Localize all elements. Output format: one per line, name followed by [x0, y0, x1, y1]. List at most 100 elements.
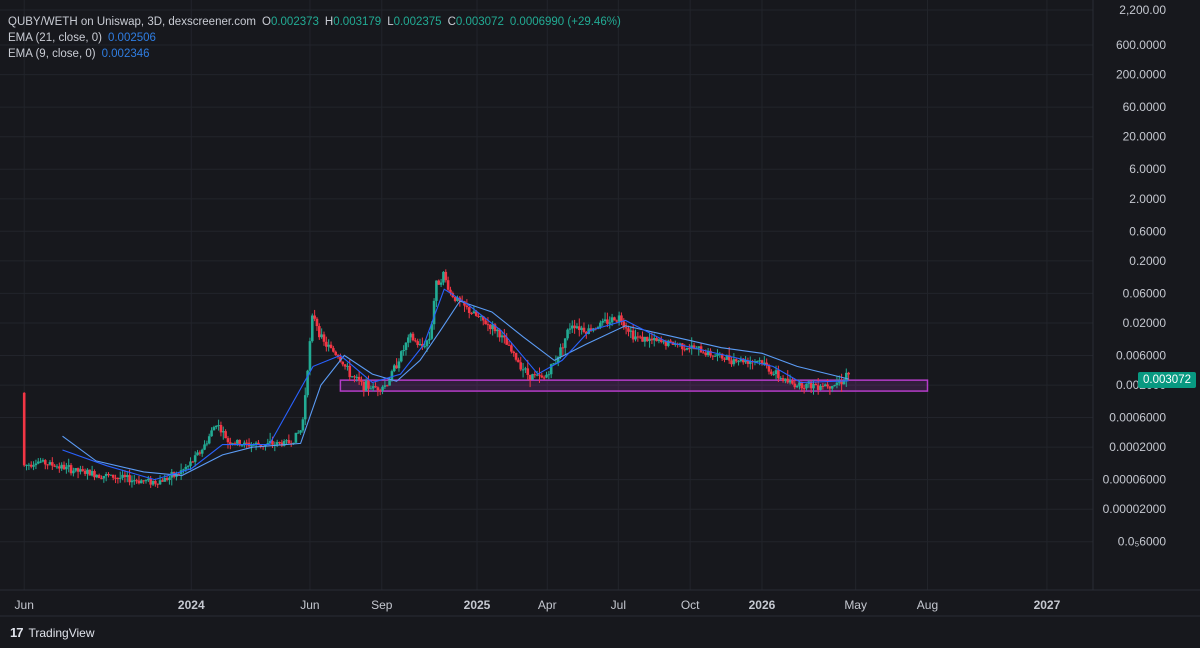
candle-body: [748, 361, 752, 364]
candle-body: [214, 425, 218, 428]
candle-body: [784, 378, 787, 381]
close-value: 0.003072: [455, 16, 504, 28]
candle-body: [606, 319, 609, 324]
candle-body: [221, 431, 225, 433]
candle-body: [610, 317, 614, 323]
candle-body: [608, 322, 612, 324]
close-label: C: [447, 16, 456, 28]
candle-body: [732, 359, 736, 365]
candle-body: [812, 384, 815, 389]
candle-body: [88, 469, 92, 476]
candle-body: [615, 320, 619, 322]
ema9-label[interactable]: EMA (9, close, 0): [8, 48, 96, 60]
change-value: 0.0006990 (+29.46%): [509, 16, 621, 28]
candle-body: [798, 382, 801, 386]
candle-body: [681, 343, 684, 350]
candle-body: [407, 337, 410, 343]
ema21-label[interactable]: EMA (21, close, 0): [8, 32, 102, 44]
candle-body: [390, 371, 394, 381]
candle-body: [772, 374, 775, 376]
candle-body: [72, 470, 75, 474]
candle-body: [132, 480, 136, 482]
candle-body: [193, 455, 197, 462]
candle-body: [156, 483, 160, 485]
ema9-value: 0.002346: [101, 48, 150, 60]
candle-body: [414, 340, 417, 342]
candle-body: [58, 466, 61, 469]
candle-body: [266, 443, 270, 445]
candle-body: [486, 324, 490, 326]
candle-body: [250, 445, 253, 447]
candle-body: [809, 381, 813, 389]
candle-body: [603, 319, 607, 322]
candle-body: [453, 297, 457, 301]
candle-body: [638, 336, 642, 338]
candle-body: [327, 344, 330, 347]
candle-body: [360, 380, 363, 382]
candle-body: [512, 351, 516, 354]
candle-body: [271, 441, 274, 445]
candle-body: [343, 364, 347, 367]
candle-body: [449, 289, 452, 294]
candle-body: [753, 361, 757, 363]
candle-body: [531, 374, 534, 380]
candle-body: [793, 383, 797, 388]
candle-body: [533, 374, 537, 376]
candle-body: [299, 430, 302, 433]
candle-body: [770, 371, 773, 375]
support-zone: [339, 379, 929, 392]
candle-body: [93, 471, 96, 478]
candle-body: [296, 432, 300, 434]
candle-body: [823, 384, 827, 387]
candle-body: [755, 361, 759, 363]
candle-body: [580, 327, 583, 331]
tradingview-brand[interactable]: 17 TradingView: [10, 625, 95, 640]
candle-body: [329, 344, 333, 349]
candle-body: [161, 480, 164, 482]
candle-body: [97, 474, 101, 479]
candle-body: [678, 343, 682, 345]
last-price-tag: 0.003072: [1138, 372, 1196, 388]
candle-body: [767, 365, 771, 372]
candle-body: [111, 474, 115, 478]
candle-body: [177, 473, 181, 475]
candle-body: [165, 478, 169, 481]
candle-body: [320, 334, 323, 338]
candle-body: [706, 350, 710, 356]
candle-body: [774, 370, 778, 375]
candle-body: [517, 359, 520, 363]
candle-body: [666, 340, 670, 346]
candle-body: [191, 461, 195, 463]
candle-body: [662, 341, 665, 343]
candle-body: [388, 380, 391, 386]
candle-body: [528, 374, 532, 380]
candle-body: [659, 339, 663, 342]
y-tick-label: 0.00006000: [1103, 473, 1167, 487]
candle-body: [116, 477, 120, 479]
candle-body: [599, 322, 602, 327]
high-value: 0.003179: [333, 16, 382, 28]
candle-body: [566, 329, 569, 339]
candle-body: [381, 386, 384, 391]
candle-body: [350, 376, 354, 378]
symbol-title[interactable]: QUBY/WETH on Uniswap, 3D, dexscreener.co…: [8, 16, 256, 28]
candle-body: [577, 326, 581, 331]
candle-body: [488, 324, 492, 330]
x-tick-label: 2024: [178, 598, 205, 612]
candle-body: [374, 386, 377, 388]
candle-body: [151, 480, 155, 485]
candle-body: [51, 462, 54, 466]
candle-body: [526, 368, 530, 375]
candle-body: [399, 351, 403, 362]
candle-body: [442, 271, 445, 283]
candle-body: [674, 343, 677, 345]
candle-body: [795, 385, 799, 388]
candle-body: [325, 341, 328, 347]
y-tick-label: 2.0000: [1129, 192, 1166, 206]
candle-body: [362, 381, 366, 391]
y-tick-label: 0.0006000: [1109, 411, 1166, 425]
candle-body: [826, 384, 829, 387]
candle-body: [243, 442, 246, 446]
candle-body: [830, 386, 834, 389]
